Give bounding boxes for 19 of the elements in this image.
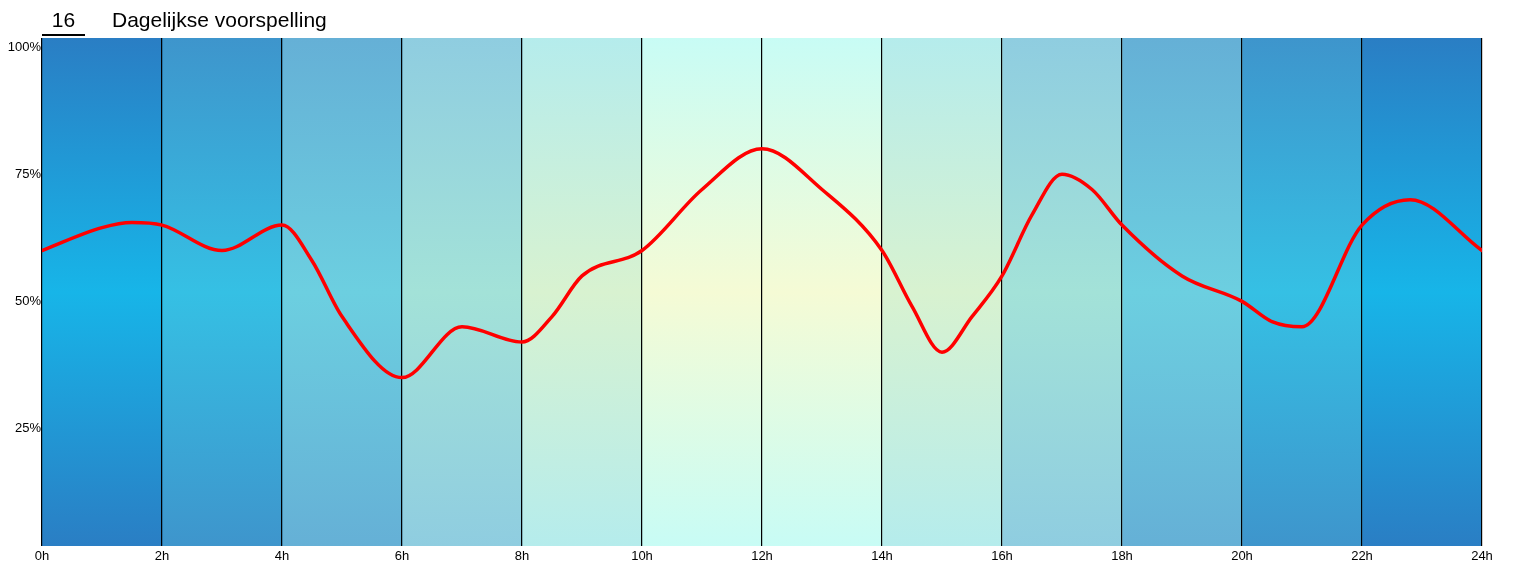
- y-tick-label: 100%: [7, 38, 42, 54]
- x-tick-label: 6h: [394, 547, 410, 563]
- x-tick-label: 4h: [274, 547, 290, 563]
- y-tick-label: 50%: [14, 292, 42, 308]
- x-tick-label: 12h: [751, 547, 773, 563]
- x-tick-label: 18h: [1111, 547, 1133, 563]
- x-tick-label: 10h: [631, 547, 653, 563]
- x-tick-label: 16h: [991, 547, 1013, 563]
- x-tick-label: 14h: [871, 547, 893, 563]
- x-tick-label: 24h: [1471, 547, 1493, 563]
- y-tick-label: 25%: [14, 420, 42, 436]
- x-tick-label: 22h: [1351, 547, 1373, 563]
- x-tick-label: 8h: [514, 547, 530, 563]
- x-tick-label: 20h: [1231, 547, 1253, 563]
- chart-title: Dagelijkse voorspelling: [112, 7, 327, 33]
- x-tick-label: 2h: [154, 547, 170, 563]
- x-tick-label: 0h: [34, 547, 50, 563]
- text: 16: [42, 6, 85, 36]
- y-tick-label: 75%: [14, 165, 42, 181]
